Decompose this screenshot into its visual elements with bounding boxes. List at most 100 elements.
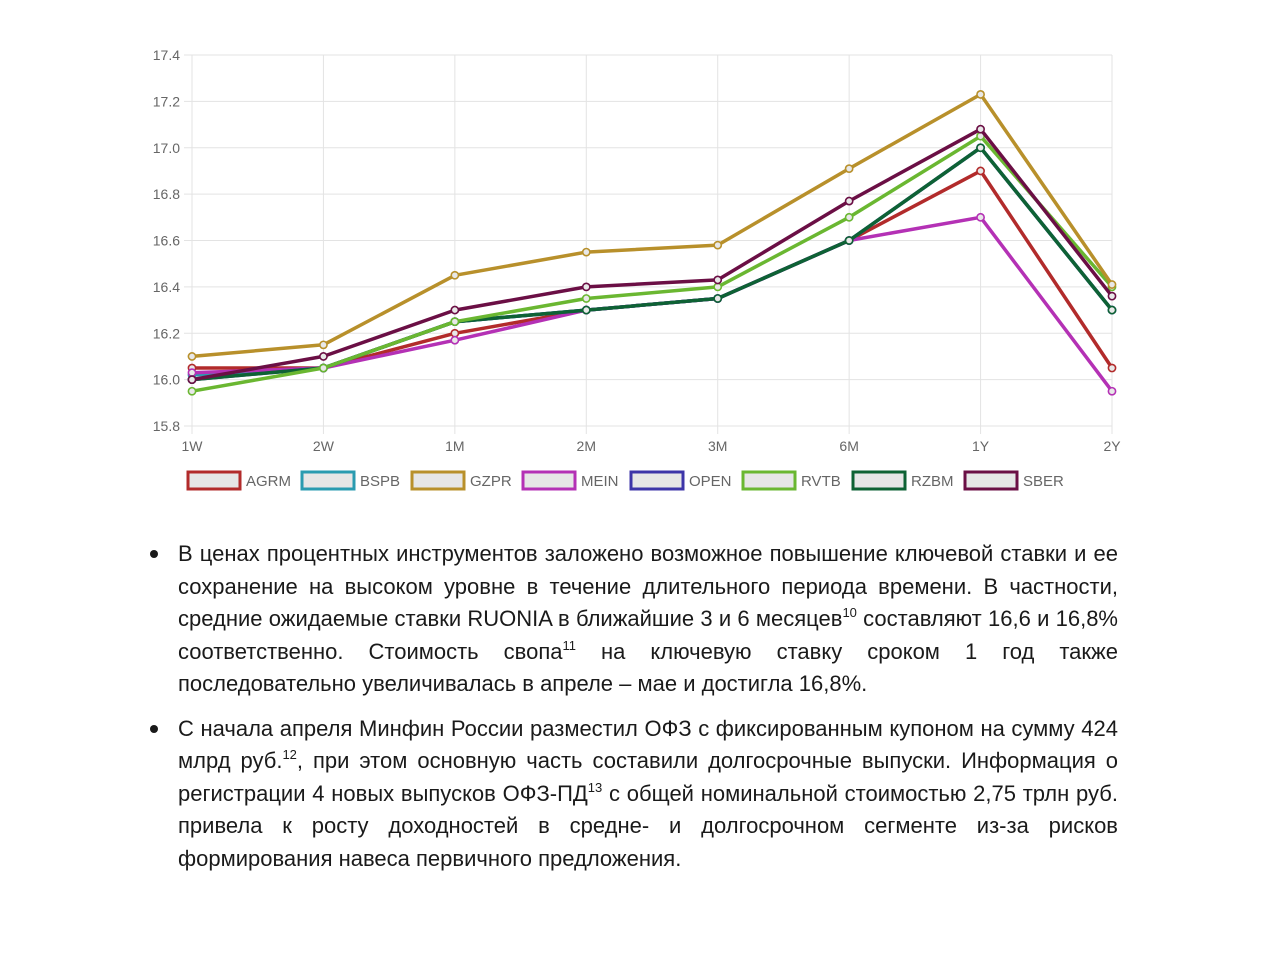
data-point[interactable]: [319, 340, 328, 350]
legend-label: AGRM: [246, 473, 291, 490]
legend-item-bspb[interactable]: BSPB: [300, 470, 400, 491]
data-point[interactable]: [844, 196, 854, 206]
data-point[interactable]: [581, 282, 591, 292]
data-point[interactable]: [581, 305, 591, 315]
legend-label: RVTB: [801, 473, 841, 490]
bullet-text: составляют 16,6 и 16,8% соответственно. …: [178, 606, 1118, 664]
y-tick-label: 16.8: [153, 186, 180, 202]
y-axis-ticks: 17.4 17.2 17.0 16.8 16.6 16.4 16.2 16.0 15.8: [153, 47, 180, 434]
legend-item-sber[interactable]: SBER: [963, 470, 1064, 491]
data-point[interactable]: [976, 90, 985, 99]
data-point[interactable]: [976, 166, 985, 176]
series-line: [190, 92, 1114, 359]
series-line: [190, 145, 1114, 382]
data-point[interactable]: [976, 124, 985, 134]
bullet-text: с общей номинальной стоимостью 2,75 трлн…: [178, 780, 1118, 871]
bullet-item-ruonia: В ценах процентных инструментов заложено…: [148, 538, 1118, 701]
data-point[interactable]: [187, 368, 197, 378]
data-point[interactable]: [187, 386, 197, 396]
footnote-ref[interactable]: 10: [842, 605, 857, 620]
data-point[interactable]: [450, 270, 460, 280]
data-point[interactable]: [844, 236, 854, 245]
legend-swatch: [186, 470, 242, 491]
legend-item-gzpr[interactable]: GZPR: [410, 470, 512, 491]
series-rvtb: [187, 131, 1117, 396]
chart-series: [187, 90, 1117, 396]
y-tick-label: 17.2: [153, 93, 180, 109]
x-tick-label: 6M: [839, 438, 858, 454]
data-point[interactable]: [713, 240, 723, 250]
x-tick-label: 2Y: [1103, 438, 1121, 454]
legend-label: BSPB: [360, 473, 400, 490]
legend-label: SBER: [1023, 473, 1064, 490]
data-point[interactable]: [713, 282, 723, 292]
data-point[interactable]: [319, 352, 328, 361]
bullet-item-ofz: С начала апреля Минфин России разместил …: [148, 713, 1118, 876]
data-point[interactable]: [187, 352, 197, 361]
x-tick-label: 3M: [708, 438, 727, 454]
bullet-text: С начала апреля Минфин России разместил …: [178, 715, 1118, 774]
bullet-text: В ценах процентных инструментов заложено…: [178, 541, 1118, 631]
legend-swatch: [963, 470, 1019, 491]
x-tick-label: 2M: [577, 438, 596, 454]
x-tick-label: 1Y: [972, 438, 990, 454]
legend-item-rzbm[interactable]: RZBM: [851, 470, 954, 491]
legend-item-rvtb[interactable]: RVTB: [741, 470, 841, 491]
x-axis-ticks: 1W 2W 1M 2M 3M 6M 1Y 2Y: [182, 438, 1122, 454]
data-point[interactable]: [319, 363, 328, 373]
y-tick-label: 17.4: [153, 47, 180, 63]
legend-swatch: [410, 470, 466, 491]
commentary-text: В ценах процентных инструментов заложено…: [148, 538, 1118, 887]
data-point[interactable]: [976, 212, 985, 222]
data-point[interactable]: [187, 375, 197, 385]
series-line: [190, 134, 1114, 393]
y-tick-label: 17.0: [153, 140, 180, 156]
data-point[interactable]: [450, 328, 460, 338]
data-point[interactable]: [450, 317, 460, 327]
bullet-text: , при этом основную часть составили долг…: [178, 748, 1118, 806]
data-point[interactable]: [581, 294, 591, 303]
legend-swatch: [300, 470, 356, 491]
y-tick-label: 15.8: [153, 418, 180, 434]
data-point[interactable]: [844, 212, 854, 222]
footnote-ref[interactable]: 13: [587, 779, 603, 795]
x-tick-label: 1W: [182, 438, 204, 454]
data-point[interactable]: [450, 335, 460, 345]
data-point[interactable]: [581, 247, 591, 257]
legend-item-agrm[interactable]: AGRM: [186, 470, 291, 491]
legend-label: OPEN: [689, 473, 732, 490]
legend-swatch: [741, 470, 797, 491]
series-rzbm: [187, 143, 1117, 385]
data-point[interactable]: [1107, 386, 1117, 396]
bullet-text: на ключевую ставку сроком 1 год также по…: [178, 638, 1118, 697]
footnote-ref[interactable]: 12: [282, 747, 297, 762]
legend-label: RZBM: [911, 473, 954, 490]
data-point[interactable]: [1107, 363, 1117, 373]
y-tick-label: 16.0: [153, 372, 180, 388]
data-point[interactable]: [713, 275, 723, 285]
data-point[interactable]: [713, 294, 723, 303]
footnote-ref[interactable]: 11: [562, 637, 577, 653]
series-line: [190, 127, 1114, 382]
y-tick-label: 16.6: [153, 233, 180, 249]
yield-curve-chart: 17.4 17.2 17.0 16.8 16.6 16.4 16.2 16.0 15.8 1W 2…: [153, 47, 1122, 491]
data-point[interactable]: [1107, 280, 1117, 289]
x-tick-label: 1M: [445, 438, 464, 454]
legend-label: GZPR: [470, 473, 512, 490]
chart-grid: [184, 54, 1113, 434]
y-tick-label: 16.2: [153, 325, 180, 341]
legend-swatch: [851, 470, 907, 491]
y-tick-label: 16.4: [153, 279, 180, 295]
legend-item-open[interactable]: OPEN: [629, 470, 732, 491]
bullet-list: В ценах процентных инструментов заложено…: [148, 538, 1118, 875]
data-point[interactable]: [1107, 291, 1117, 301]
series-open: [187, 143, 1117, 385]
data-point[interactable]: [450, 305, 460, 315]
legend-swatch: [521, 470, 577, 491]
series-line: [190, 145, 1114, 382]
data-point[interactable]: [976, 143, 985, 153]
data-point[interactable]: [1107, 305, 1117, 315]
data-point[interactable]: [844, 164, 854, 174]
legend-item-mein[interactable]: MEIN: [521, 470, 619, 491]
legend-label: MEIN: [581, 473, 619, 490]
